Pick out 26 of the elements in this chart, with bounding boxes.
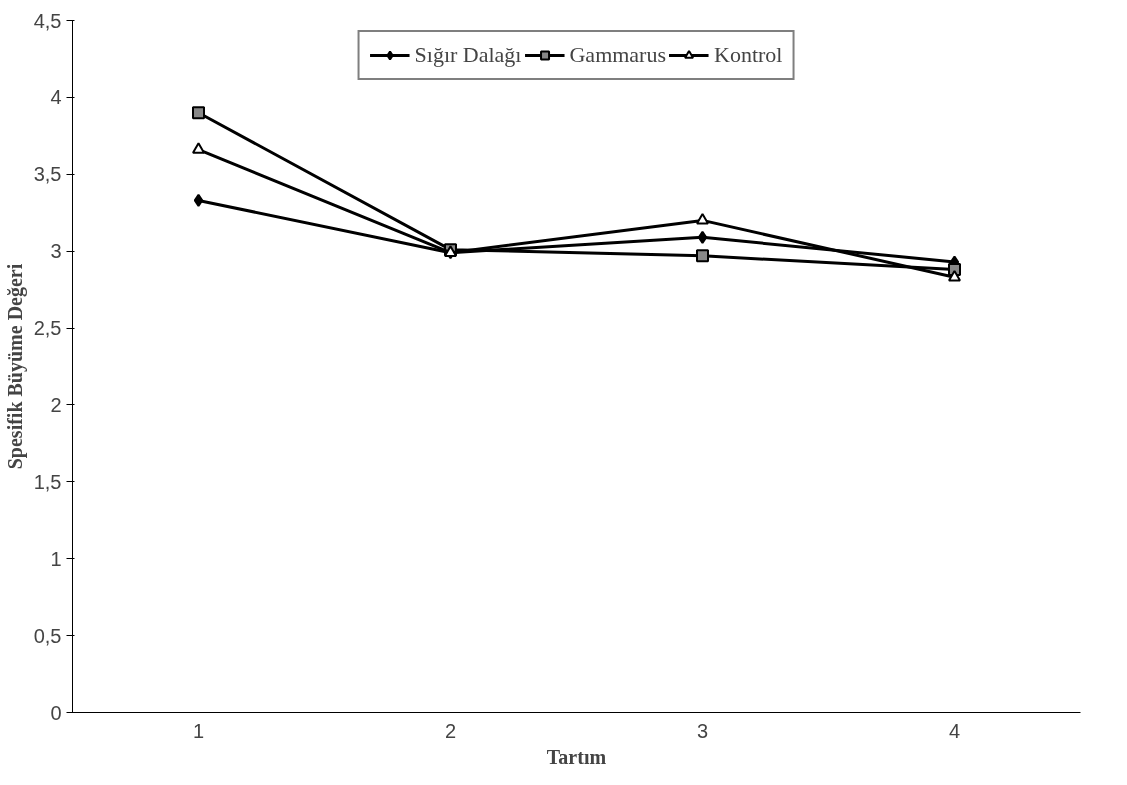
y-axis-title: Spesifik Büyüme Değeri [3, 263, 27, 470]
point [696, 249, 709, 263]
y-tick-label: 1,5 [33, 470, 62, 493]
x-tick-label: 3 [696, 719, 709, 742]
legend-label: Gammarus [569, 42, 667, 68]
y-tick-label: 2 [50, 393, 62, 416]
y-tick-label: 0,5 [33, 624, 62, 647]
x-tick-label: 1 [192, 719, 205, 742]
y-tick-label: 3 [50, 240, 62, 263]
x-axis-title: Tartım [546, 745, 607, 768]
x-tick-label: 4 [948, 719, 961, 742]
point [193, 193, 204, 207]
point [192, 142, 205, 154]
y-tick-label: 4,5 [33, 9, 62, 32]
x-tick-label: 2 [444, 719, 457, 742]
point [192, 106, 205, 120]
y-tick-label: 4 [50, 86, 62, 109]
legend-label: Kontrol [714, 42, 783, 68]
point [696, 213, 709, 225]
point [948, 269, 961, 282]
point [697, 230, 708, 244]
y-tick-label: 1 [50, 547, 62, 570]
legend-label: Sığır Dalağı [414, 42, 522, 68]
y-tick-label: 0 [50, 701, 62, 724]
y-tick-label: 3,5 [33, 163, 62, 186]
y-tick-label: 2,5 [33, 317, 62, 340]
